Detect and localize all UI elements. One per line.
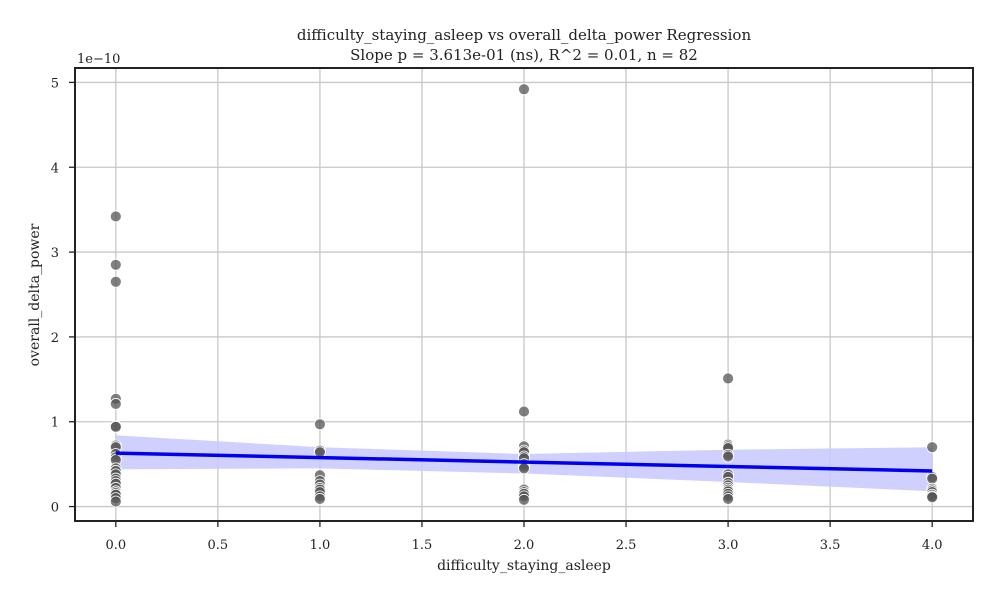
- x-tick-label: 1.5: [412, 538, 433, 553]
- regression-line-layer: [115, 451, 933, 473]
- y-tick-label: 1: [51, 416, 59, 431]
- x-tick-label: 3.0: [718, 538, 739, 553]
- y-axis-ticks: 0 1 2 3 4 5: [51, 76, 75, 516]
- data-point: [722, 493, 734, 505]
- y-tick-label: 0: [51, 501, 59, 516]
- y-tick-label: 5: [51, 76, 59, 91]
- data-point: [109, 275, 122, 288]
- x-axis-label: difficulty_staying_asleep: [437, 558, 611, 574]
- data-point: [722, 450, 734, 463]
- data-point: [926, 472, 939, 485]
- y-axis-label: overall_delta_power: [27, 223, 43, 366]
- gridlines: [75, 68, 973, 521]
- x-tick-label: 2.5: [616, 538, 637, 553]
- x-tick-label: 1.0: [310, 538, 331, 553]
- data-point: [518, 83, 530, 96]
- data-point: [109, 398, 122, 410]
- y-tick-label: 4: [51, 161, 59, 176]
- data-point: [109, 420, 122, 433]
- data-point: [109, 210, 122, 223]
- y-tick-label: 2: [51, 331, 59, 346]
- x-tick-label: 4.0: [922, 538, 943, 553]
- x-tick-label: 2.0: [514, 538, 535, 553]
- data-point: [518, 493, 530, 506]
- chart-subtitle: Slope p = 3.613e-01 (ns), R^2 = 0.01, n …: [350, 46, 698, 64]
- data-point: [518, 462, 530, 475]
- data-point: [926, 441, 939, 454]
- data-point: [314, 418, 326, 431]
- data-point: [518, 405, 530, 418]
- data-points: [109, 83, 939, 508]
- data-point: [926, 491, 939, 504]
- x-axis-ticks: 0.0 0.5 1.0 1.5 2.0 2.5 3.0 3.5 4.0: [105, 521, 943, 553]
- x-tick-label: 0.5: [208, 538, 229, 553]
- chart-title: difficulty_staying_asleep vs overall_del…: [297, 26, 752, 44]
- x-tick-label: 0.0: [105, 538, 126, 553]
- y-axis-offset-label: 1e−10: [77, 52, 120, 67]
- regression-line: [115, 451, 933, 473]
- data-point: [722, 372, 734, 385]
- data-point: [109, 495, 122, 508]
- data-point: [314, 493, 326, 505]
- y-tick-label: 3: [51, 246, 59, 261]
- data-point: [109, 258, 122, 271]
- x-tick-label: 3.5: [820, 538, 841, 553]
